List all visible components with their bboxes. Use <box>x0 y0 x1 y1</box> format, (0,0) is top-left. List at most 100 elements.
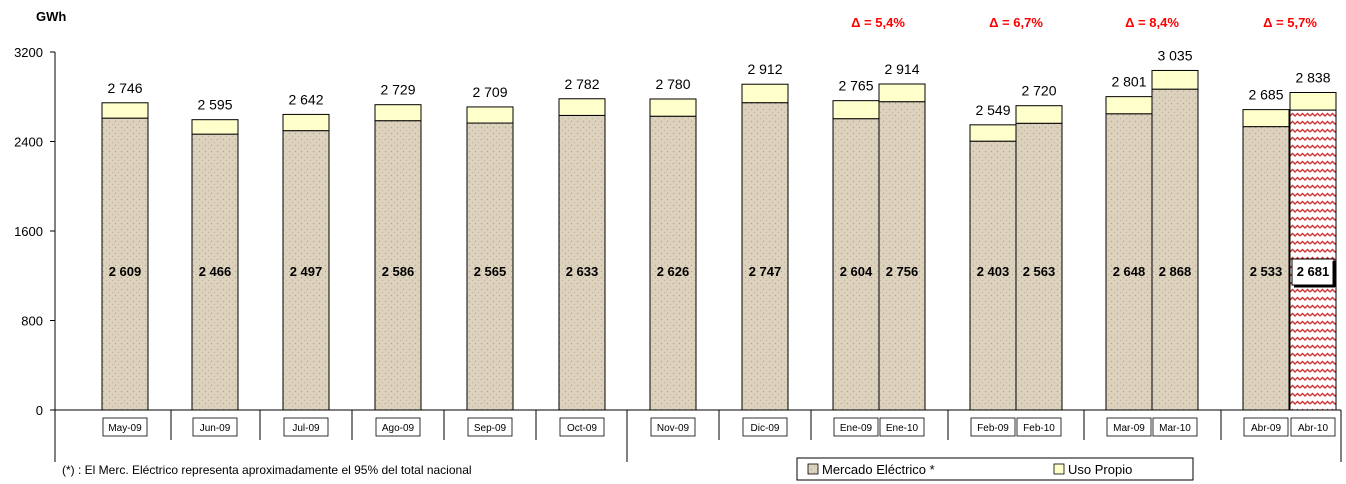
total-label: 2 685 <box>1248 87 1283 103</box>
total-label: 2 595 <box>197 97 232 113</box>
x-tick-label: Mar-09 <box>1113 423 1145 434</box>
x-tick-box <box>1106 417 1152 437</box>
bar-uso-mar-10 <box>1151 69 1199 90</box>
y-tick-label: 3200 <box>14 45 43 60</box>
y-axis-label: GWh <box>36 9 66 24</box>
bar-mercado-feb-10 <box>1015 122 1063 411</box>
legend-label-mercado: Mercado Eléctrico * <box>822 462 935 477</box>
bar-uso-ene-10 <box>878 83 926 103</box>
total-label: 2 729 <box>380 82 415 98</box>
x-tick-box <box>742 417 788 437</box>
bar-mercado-ago-09 <box>374 120 422 411</box>
bar-mercado-sep-09 <box>466 122 514 411</box>
total-label: 2 746 <box>107 80 142 96</box>
delta-annotation: Δ = 6,7% <box>989 15 1043 30</box>
bar-uso-jul-09 <box>282 113 330 132</box>
bar-uso-abr-09 <box>1242 109 1290 128</box>
x-tick-label: Jul-09 <box>292 423 320 434</box>
x-tick-box <box>375 417 421 437</box>
x-tick-label: Abr-09 <box>1251 423 1281 434</box>
x-tick-label: Sep-09 <box>474 423 507 434</box>
segment-label: 2 756 <box>886 264 919 279</box>
delta-annotation: Δ = 5,7% <box>1263 15 1317 30</box>
segment-label: 2 403 <box>977 264 1010 279</box>
x-tick-box <box>283 417 329 437</box>
bar-uso-jun-09 <box>191 119 239 135</box>
x-tick-label: Feb-10 <box>1023 423 1055 434</box>
segment-label: 2 681 <box>1297 264 1330 279</box>
bar-uso-feb-09 <box>969 124 1017 142</box>
x-tick-box <box>559 417 605 437</box>
x-axis: May-09 Jun-09 Jul-09 Ago-09 Sep-09 Oct-09 Nov-… <box>54 409 1342 462</box>
segment-label: 2 648 <box>1113 264 1146 279</box>
segment-label: 2 604 <box>840 264 873 279</box>
x-tick-box <box>1290 417 1336 437</box>
y-tick-label: 2400 <box>14 135 43 150</box>
total-label: 2 801 <box>1111 74 1146 90</box>
bar-uso-ene-09 <box>832 100 880 120</box>
total-label: 2 720 <box>1021 83 1056 99</box>
y-tick-label: 1600 <box>14 224 43 239</box>
labels-group: 2 746 2 609 2 595 2 466 2 642 2 497 2 729 2 586… <box>107 47 1336 288</box>
segment-label: 2 497 <box>290 264 323 279</box>
total-label: 2 838 <box>1295 69 1330 85</box>
bar-mercado-oct-09 <box>558 114 606 411</box>
bar-mercado-abr-09 <box>1242 126 1290 411</box>
segment-label: 2 466 <box>199 264 232 279</box>
annotations-group: Δ = 5,4% Δ = 6,7% Δ = 8,4% Δ = 5,7% <box>851 15 1317 30</box>
bar-uso-feb-10 <box>1015 105 1063 124</box>
x-tick-box <box>833 417 879 437</box>
bar-mercado-feb-09 <box>969 140 1017 411</box>
x-tick-box <box>970 417 1016 437</box>
bar-mercado-jul-09 <box>282 130 330 411</box>
segment-label: 2 533 <box>1250 264 1283 279</box>
y-tick-label: 800 <box>21 314 43 329</box>
bar-mercado-mar-10 <box>1151 88 1199 411</box>
bar-uso-mar-09 <box>1105 96 1153 115</box>
x-tick-box <box>1152 417 1198 437</box>
segment-label: 2 565 <box>474 264 507 279</box>
y-axis: 0 800 1600 2400 3200 <box>14 45 56 418</box>
x-tick-box <box>192 417 238 437</box>
bars-group <box>101 69 1337 411</box>
segment-label: 2 563 <box>1023 264 1056 279</box>
x-tick-box <box>879 417 925 437</box>
segment-label: 2 633 <box>566 264 599 279</box>
total-label: 2 765 <box>838 78 873 94</box>
delta-annotation: Δ = 5,4% <box>851 15 905 30</box>
x-tick-label: Ago-09 <box>382 423 415 434</box>
legend-swatch-uso <box>1053 463 1065 475</box>
x-tick-label: Nov-09 <box>657 423 690 434</box>
total-label: 2 914 <box>884 61 919 77</box>
total-label: 2 549 <box>975 102 1010 118</box>
x-tick-label: Jun-09 <box>200 423 231 434</box>
bar-uso-dic-09 <box>741 83 789 104</box>
total-label: 2 642 <box>288 91 323 107</box>
bar-uso-may-09 <box>101 102 149 119</box>
bar-uso-ago-09 <box>374 104 422 122</box>
x-tick-box <box>467 417 513 437</box>
bar-mercado-jun-09 <box>191 133 239 411</box>
bar-mercado-ene-10 <box>878 101 926 411</box>
legend-box <box>796 457 1194 481</box>
x-tick-box <box>1243 417 1289 437</box>
total-label: 2 912 <box>747 61 782 77</box>
bar-mercado-ene-09 <box>832 118 880 411</box>
total-label: 2 782 <box>564 76 599 92</box>
x-tick-label: Oct-09 <box>567 423 597 434</box>
legend-label-uso: Uso Propio <box>1068 462 1132 477</box>
total-label: 2 780 <box>655 76 690 92</box>
total-label: 2 709 <box>472 84 507 100</box>
delta-annotation: Δ = 8,4% <box>1125 15 1179 30</box>
x-tick-label: Feb-09 <box>977 423 1009 434</box>
x-tick-label: Abr-10 <box>1298 423 1328 434</box>
segment-label: 2 747 <box>749 264 782 279</box>
segment-label: 2 586 <box>382 264 415 279</box>
legend-swatch-mercado <box>807 463 819 475</box>
x-tick-label: Mar-10 <box>1159 423 1191 434</box>
bar-uso-nov-09 <box>649 98 697 117</box>
bar-uso-abr-10 <box>1289 91 1337 111</box>
bar-mercado-dic-09 <box>741 102 789 411</box>
bar-mercado-may-09 <box>101 117 149 411</box>
